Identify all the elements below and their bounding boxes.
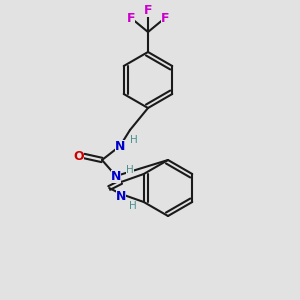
Text: F: F <box>144 4 152 16</box>
Text: F: F <box>127 11 135 25</box>
Text: H: H <box>126 165 134 175</box>
Text: O: O <box>74 149 84 163</box>
Text: H: H <box>130 135 138 145</box>
Text: N: N <box>111 169 121 182</box>
Text: F: F <box>161 11 169 25</box>
Text: N: N <box>116 190 126 202</box>
Text: H: H <box>129 201 137 211</box>
Text: N: N <box>115 140 125 152</box>
